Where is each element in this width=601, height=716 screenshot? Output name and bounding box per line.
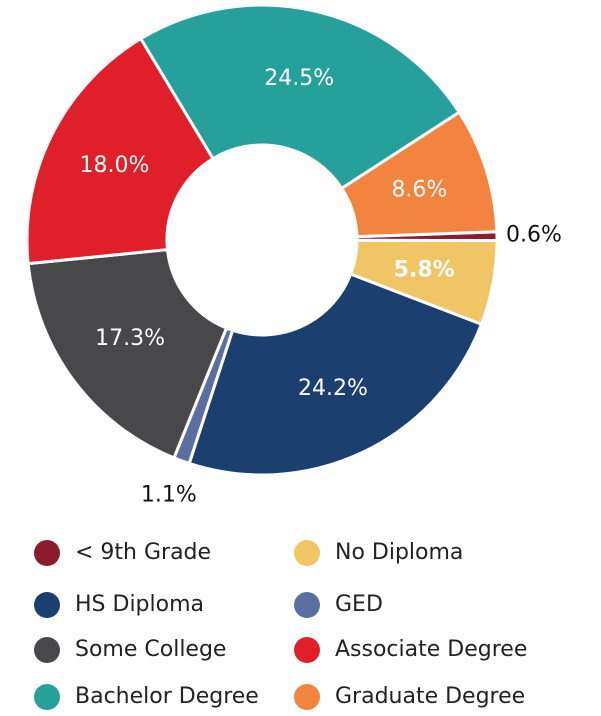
legend-swatch [294, 540, 320, 566]
slice [339, 110, 499, 239]
legend-label: Graduate Degree [335, 684, 525, 709]
slice [25, 36, 216, 266]
slice-label: 24.2% [298, 376, 368, 401]
slice-label: 5.8% [394, 257, 455, 282]
legend-swatch [34, 684, 60, 710]
legend-swatch [294, 684, 320, 710]
slice-label: 0.6% [506, 223, 562, 248]
slice-label: 8.6% [391, 177, 447, 202]
slice-label: 18.0% [80, 153, 150, 178]
legend-label: HS Diploma [75, 592, 204, 617]
slice [138, 3, 462, 191]
legend-swatch [34, 592, 60, 618]
legend-label: Associate Degree [335, 637, 527, 662]
legend-label: GED [335, 592, 383, 617]
slice-label: 1.1% [141, 483, 197, 508]
slice [26, 247, 229, 460]
legend-label: < 9th Grade [75, 540, 211, 565]
legend-swatch [294, 592, 320, 618]
legend-swatch [294, 637, 320, 663]
legend-swatch [34, 540, 60, 566]
legend-label: Some College [75, 637, 226, 662]
legend-swatch [34, 637, 60, 663]
legend-label: Bachelor Degree [75, 684, 259, 709]
slice-label: 17.3% [95, 326, 165, 351]
slice [187, 272, 484, 477]
legend-label: No Diploma [335, 540, 463, 565]
slice-label: 24.5% [264, 66, 334, 91]
